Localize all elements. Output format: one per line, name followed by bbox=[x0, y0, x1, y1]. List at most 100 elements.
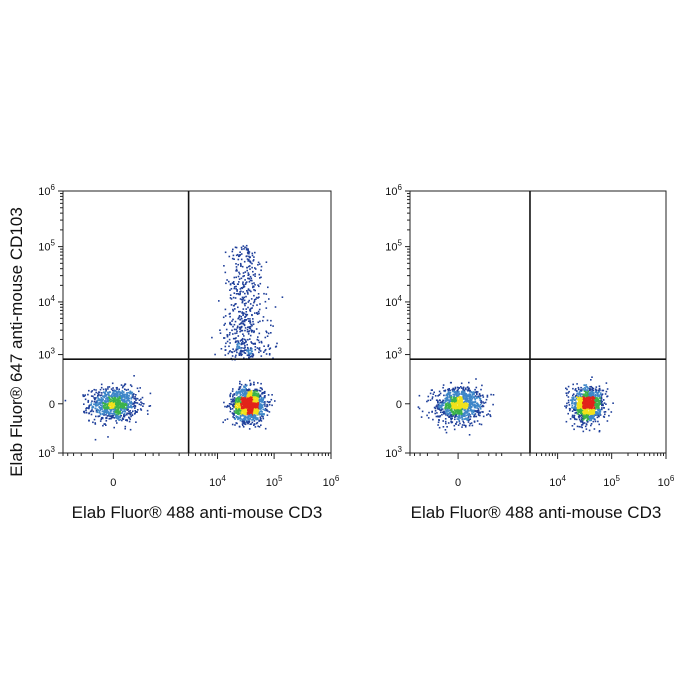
event-point bbox=[252, 400, 254, 403]
event-point bbox=[454, 403, 456, 406]
event-point bbox=[252, 286, 254, 289]
event-point bbox=[261, 399, 263, 401]
event-point bbox=[258, 332, 261, 335]
event-point bbox=[238, 342, 241, 345]
event-point bbox=[128, 395, 130, 397]
event-point bbox=[444, 397, 446, 400]
event-point bbox=[104, 390, 107, 393]
event-point bbox=[264, 401, 266, 403]
event-point bbox=[467, 413, 469, 416]
event-point bbox=[264, 395, 266, 397]
event-point bbox=[235, 403, 237, 406]
event-point bbox=[250, 414, 253, 416]
event-point bbox=[240, 412, 243, 414]
event-point bbox=[112, 398, 115, 401]
event-point bbox=[135, 397, 137, 400]
event-point bbox=[454, 408, 457, 410]
event-point bbox=[593, 412, 595, 415]
event-point bbox=[95, 415, 97, 418]
event-point bbox=[119, 394, 122, 397]
event-point bbox=[226, 335, 229, 338]
event-point bbox=[108, 402, 110, 404]
event-point bbox=[105, 398, 107, 400]
event-point bbox=[442, 386, 444, 389]
event-point bbox=[445, 393, 448, 396]
event-point bbox=[445, 414, 447, 416]
event-point bbox=[476, 410, 479, 412]
event-point bbox=[456, 399, 459, 402]
event-point bbox=[470, 395, 472, 398]
event-point bbox=[110, 403, 113, 406]
event-point bbox=[439, 399, 441, 402]
event-point bbox=[242, 426, 245, 428]
event-point bbox=[130, 396, 133, 399]
event-point bbox=[237, 411, 240, 414]
event-point bbox=[458, 419, 461, 422]
event-point bbox=[139, 408, 142, 410]
event-point bbox=[596, 411, 599, 413]
event-point bbox=[90, 395, 93, 397]
event-point bbox=[137, 409, 139, 411]
event-point bbox=[488, 410, 491, 412]
event-point bbox=[596, 403, 599, 406]
event-point bbox=[250, 423, 253, 425]
event-point bbox=[601, 408, 603, 411]
event-point bbox=[232, 296, 235, 299]
event-point bbox=[96, 411, 99, 414]
event-point bbox=[253, 256, 255, 258]
event-point bbox=[252, 343, 255, 345]
event-point bbox=[248, 421, 251, 423]
event-point bbox=[260, 410, 262, 412]
event-point bbox=[467, 410, 470, 412]
event-point bbox=[248, 330, 251, 332]
event-point bbox=[250, 307, 252, 310]
event-point bbox=[243, 350, 245, 352]
event-point bbox=[251, 307, 253, 309]
event-point bbox=[231, 329, 233, 332]
event-point bbox=[249, 402, 252, 405]
event-point bbox=[448, 415, 451, 418]
event-point bbox=[268, 353, 271, 355]
event-point bbox=[118, 396, 121, 398]
event-point bbox=[121, 395, 123, 398]
event-point bbox=[260, 420, 263, 422]
event-point bbox=[236, 398, 239, 400]
event-point bbox=[134, 398, 136, 400]
event-point bbox=[111, 399, 114, 402]
event-point bbox=[445, 396, 448, 399]
event-point bbox=[259, 277, 261, 279]
event-point bbox=[126, 392, 128, 394]
event-point bbox=[485, 398, 488, 401]
event-point bbox=[576, 413, 579, 415]
event-point bbox=[462, 403, 464, 405]
event-point bbox=[439, 415, 442, 417]
event-point bbox=[460, 398, 463, 400]
event-point bbox=[132, 403, 134, 405]
event-point bbox=[230, 401, 233, 403]
event-point bbox=[249, 379, 251, 382]
event-point bbox=[427, 395, 430, 398]
event-point bbox=[585, 428, 588, 430]
event-point bbox=[254, 414, 257, 417]
event-point bbox=[262, 391, 265, 394]
event-point bbox=[248, 299, 250, 302]
event-point bbox=[101, 397, 103, 400]
event-point bbox=[259, 410, 261, 413]
event-point bbox=[245, 401, 247, 403]
event-point bbox=[240, 406, 243, 409]
event-point bbox=[242, 286, 245, 288]
event-point bbox=[148, 405, 151, 407]
event-point bbox=[492, 403, 494, 406]
event-point bbox=[244, 390, 247, 392]
event-point bbox=[251, 406, 253, 409]
event-point bbox=[234, 320, 237, 323]
event-point bbox=[98, 398, 101, 400]
event-point bbox=[585, 423, 588, 426]
event-point bbox=[113, 417, 115, 419]
event-point bbox=[476, 393, 478, 395]
event-point bbox=[101, 406, 103, 409]
event-point bbox=[266, 414, 269, 416]
event-point bbox=[95, 391, 97, 394]
event-point bbox=[469, 394, 471, 397]
event-point bbox=[259, 303, 261, 305]
